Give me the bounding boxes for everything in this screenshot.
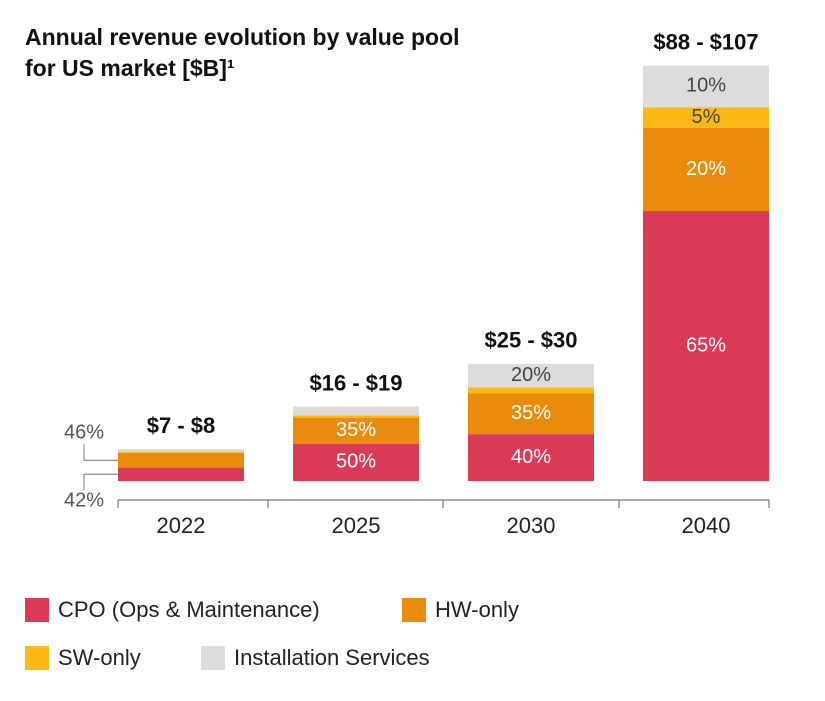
total-label: $88 - $107 [653, 29, 758, 54]
data-label: 35% [511, 402, 551, 424]
bar-segment [468, 393, 594, 435]
data-label: 50% [336, 451, 376, 473]
bar-segment [643, 211, 769, 481]
total-label: $7 - $8 [147, 413, 216, 438]
bar-segment [118, 467, 244, 481]
chart-title: Annual revenue evolution by value pool f… [25, 24, 460, 81]
legend-swatch [201, 646, 225, 670]
legend-label: HW-only [435, 597, 519, 622]
leader-line [83, 473, 118, 490]
bar-segment [118, 449, 244, 452]
legend-swatch [25, 646, 49, 670]
x-tick-label: 2025 [332, 513, 381, 538]
bar-segment [643, 65, 769, 108]
total-label: $16 - $19 [310, 370, 403, 395]
bar-segment [293, 415, 419, 418]
bar-segment [118, 452, 244, 468]
data-label: 5% [692, 106, 721, 128]
leader-line [83, 444, 118, 461]
data-label: 10% [686, 75, 726, 97]
data-label: 35% [336, 419, 376, 441]
x-tick-label: 2022 [157, 513, 206, 538]
data-label: 40% [511, 446, 551, 468]
bar-segment [468, 387, 594, 394]
bar-segment [293, 417, 419, 444]
legend-swatch [25, 598, 49, 622]
legend-label: SW-only [58, 645, 141, 670]
legend-swatch [402, 598, 426, 622]
data-label: 20% [686, 158, 726, 180]
x-tick-label: 2040 [682, 513, 731, 538]
bar-segment [293, 406, 419, 416]
bar-segment [468, 363, 594, 388]
bar-segment [293, 443, 419, 481]
bar-segment [118, 451, 244, 453]
x-tick-label: 2030 [507, 513, 556, 538]
data-label: 42% [64, 489, 104, 511]
data-label: 46% [64, 421, 104, 443]
bar-segment [643, 127, 769, 212]
data-label: 65% [686, 334, 726, 356]
legend-label: Installation Services [234, 645, 430, 670]
total-label: $25 - $30 [485, 328, 578, 353]
data-label: 20% [511, 364, 551, 386]
legend-label: CPO (Ops & Maintenance) [58, 597, 320, 622]
bar-segment [643, 107, 769, 128]
bar-segment [468, 434, 594, 481]
